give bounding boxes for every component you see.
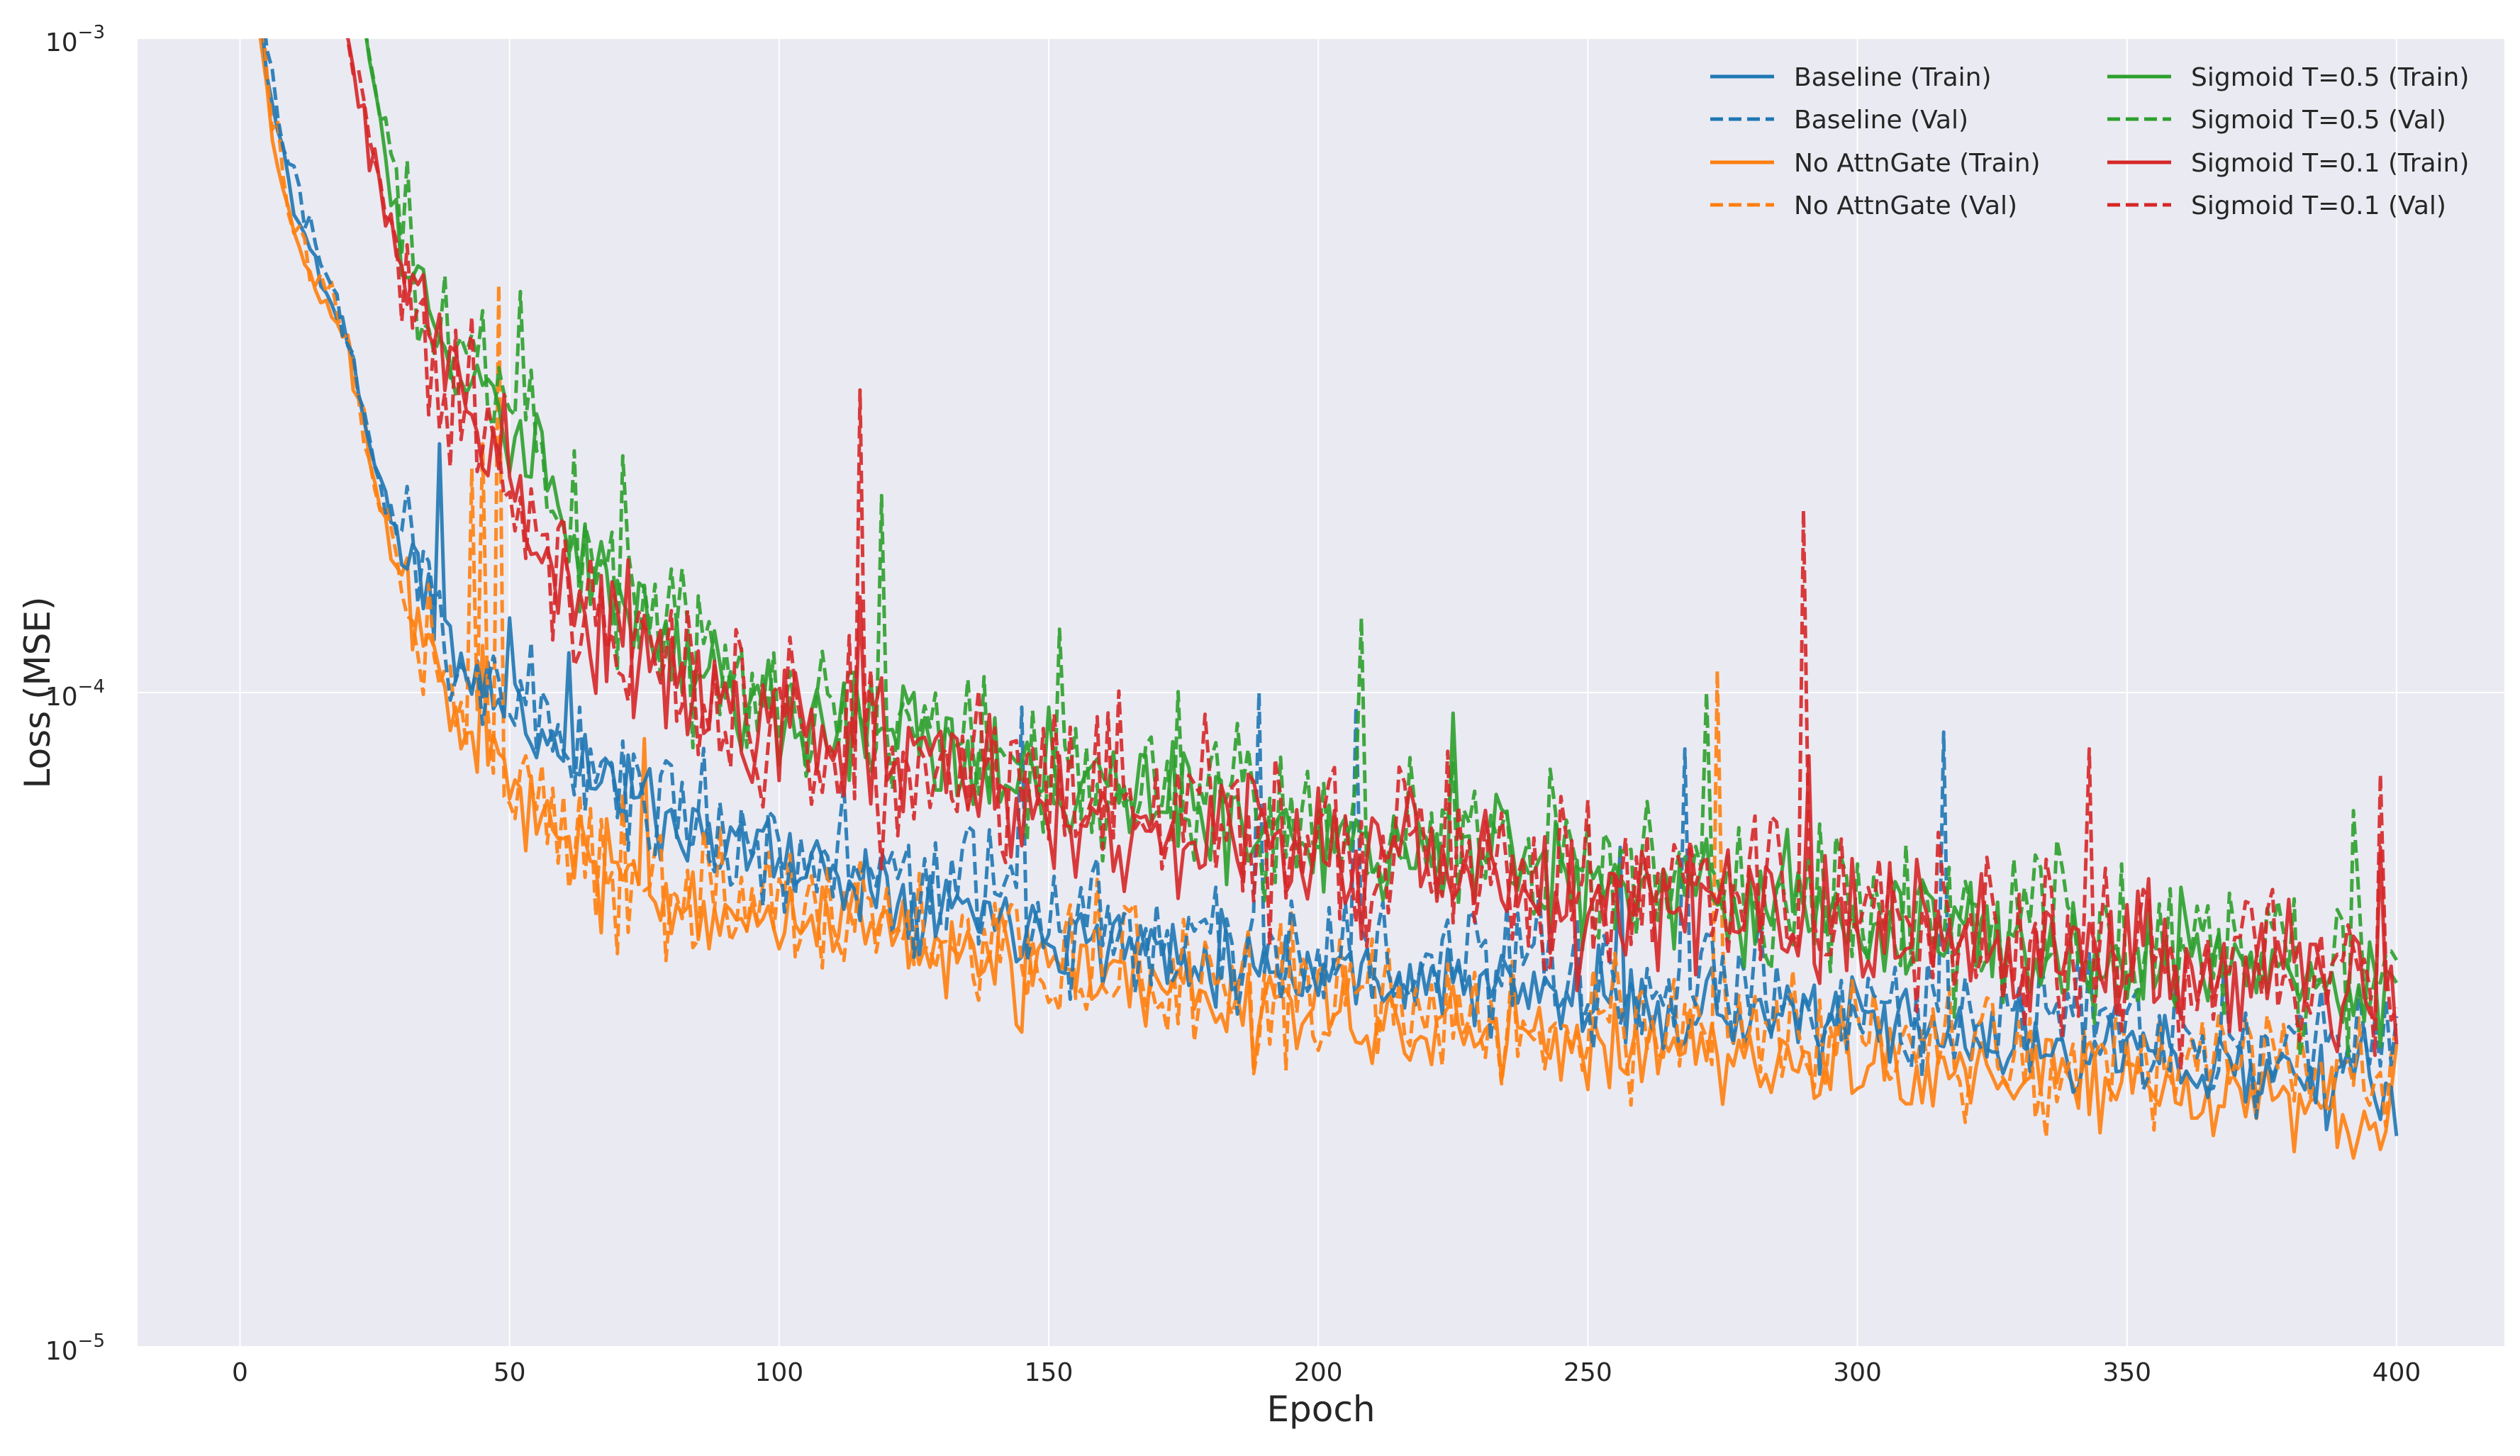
x-tick-label: 350 <box>2102 1358 2151 1387</box>
legend-label: No AttnGate (Val) <box>1794 191 2017 220</box>
legend-label: Baseline (Train) <box>1794 63 1992 92</box>
legend-label: Sigmoid T=0.1 (Train) <box>2191 149 2469 178</box>
x-tick-label: 0 <box>232 1358 248 1387</box>
x-tick-label: 100 <box>754 1358 803 1387</box>
x-tick-label: 200 <box>1294 1358 1343 1387</box>
legend-label: Sigmoid T=0.5 (Val) <box>2191 106 2446 135</box>
series-lines <box>258 38 2399 1160</box>
x-tick-label: 150 <box>1025 1358 1074 1387</box>
legend-label: No AttnGate (Train) <box>1794 149 2041 178</box>
x-axis-ticks: 0 50 100 150 200 250 300 350 400 <box>232 1358 2421 1387</box>
y-tick-label: 10−5 <box>45 1331 105 1366</box>
y-axis-ticks: 10−5 10−4 10−3 <box>45 22 105 1366</box>
y-axis-label: Loss (MSE) <box>17 596 58 788</box>
y-tick-label: 10−4 <box>45 676 105 712</box>
x-tick-label: 400 <box>2373 1358 2421 1387</box>
legend-label: Sigmoid T=0.5 (Train) <box>2191 63 2469 92</box>
series-line <box>262 38 2399 1139</box>
series-line <box>345 38 2399 1073</box>
legend-label: Sigmoid T=0.1 (Val) <box>2191 191 2446 220</box>
series-line <box>258 38 2399 1160</box>
x-axis-label: Epoch <box>1266 1389 1375 1430</box>
legend-label: Baseline (Val) <box>1794 106 1968 135</box>
x-tick-label: 50 <box>494 1358 526 1387</box>
x-tick-label: 300 <box>1833 1358 1882 1387</box>
legend: Baseline (Train) Baseline (Val) No AttnGat… <box>1710 63 2469 220</box>
y-tick-label: 10−3 <box>45 22 105 57</box>
x-tick-label: 250 <box>1563 1358 1612 1387</box>
